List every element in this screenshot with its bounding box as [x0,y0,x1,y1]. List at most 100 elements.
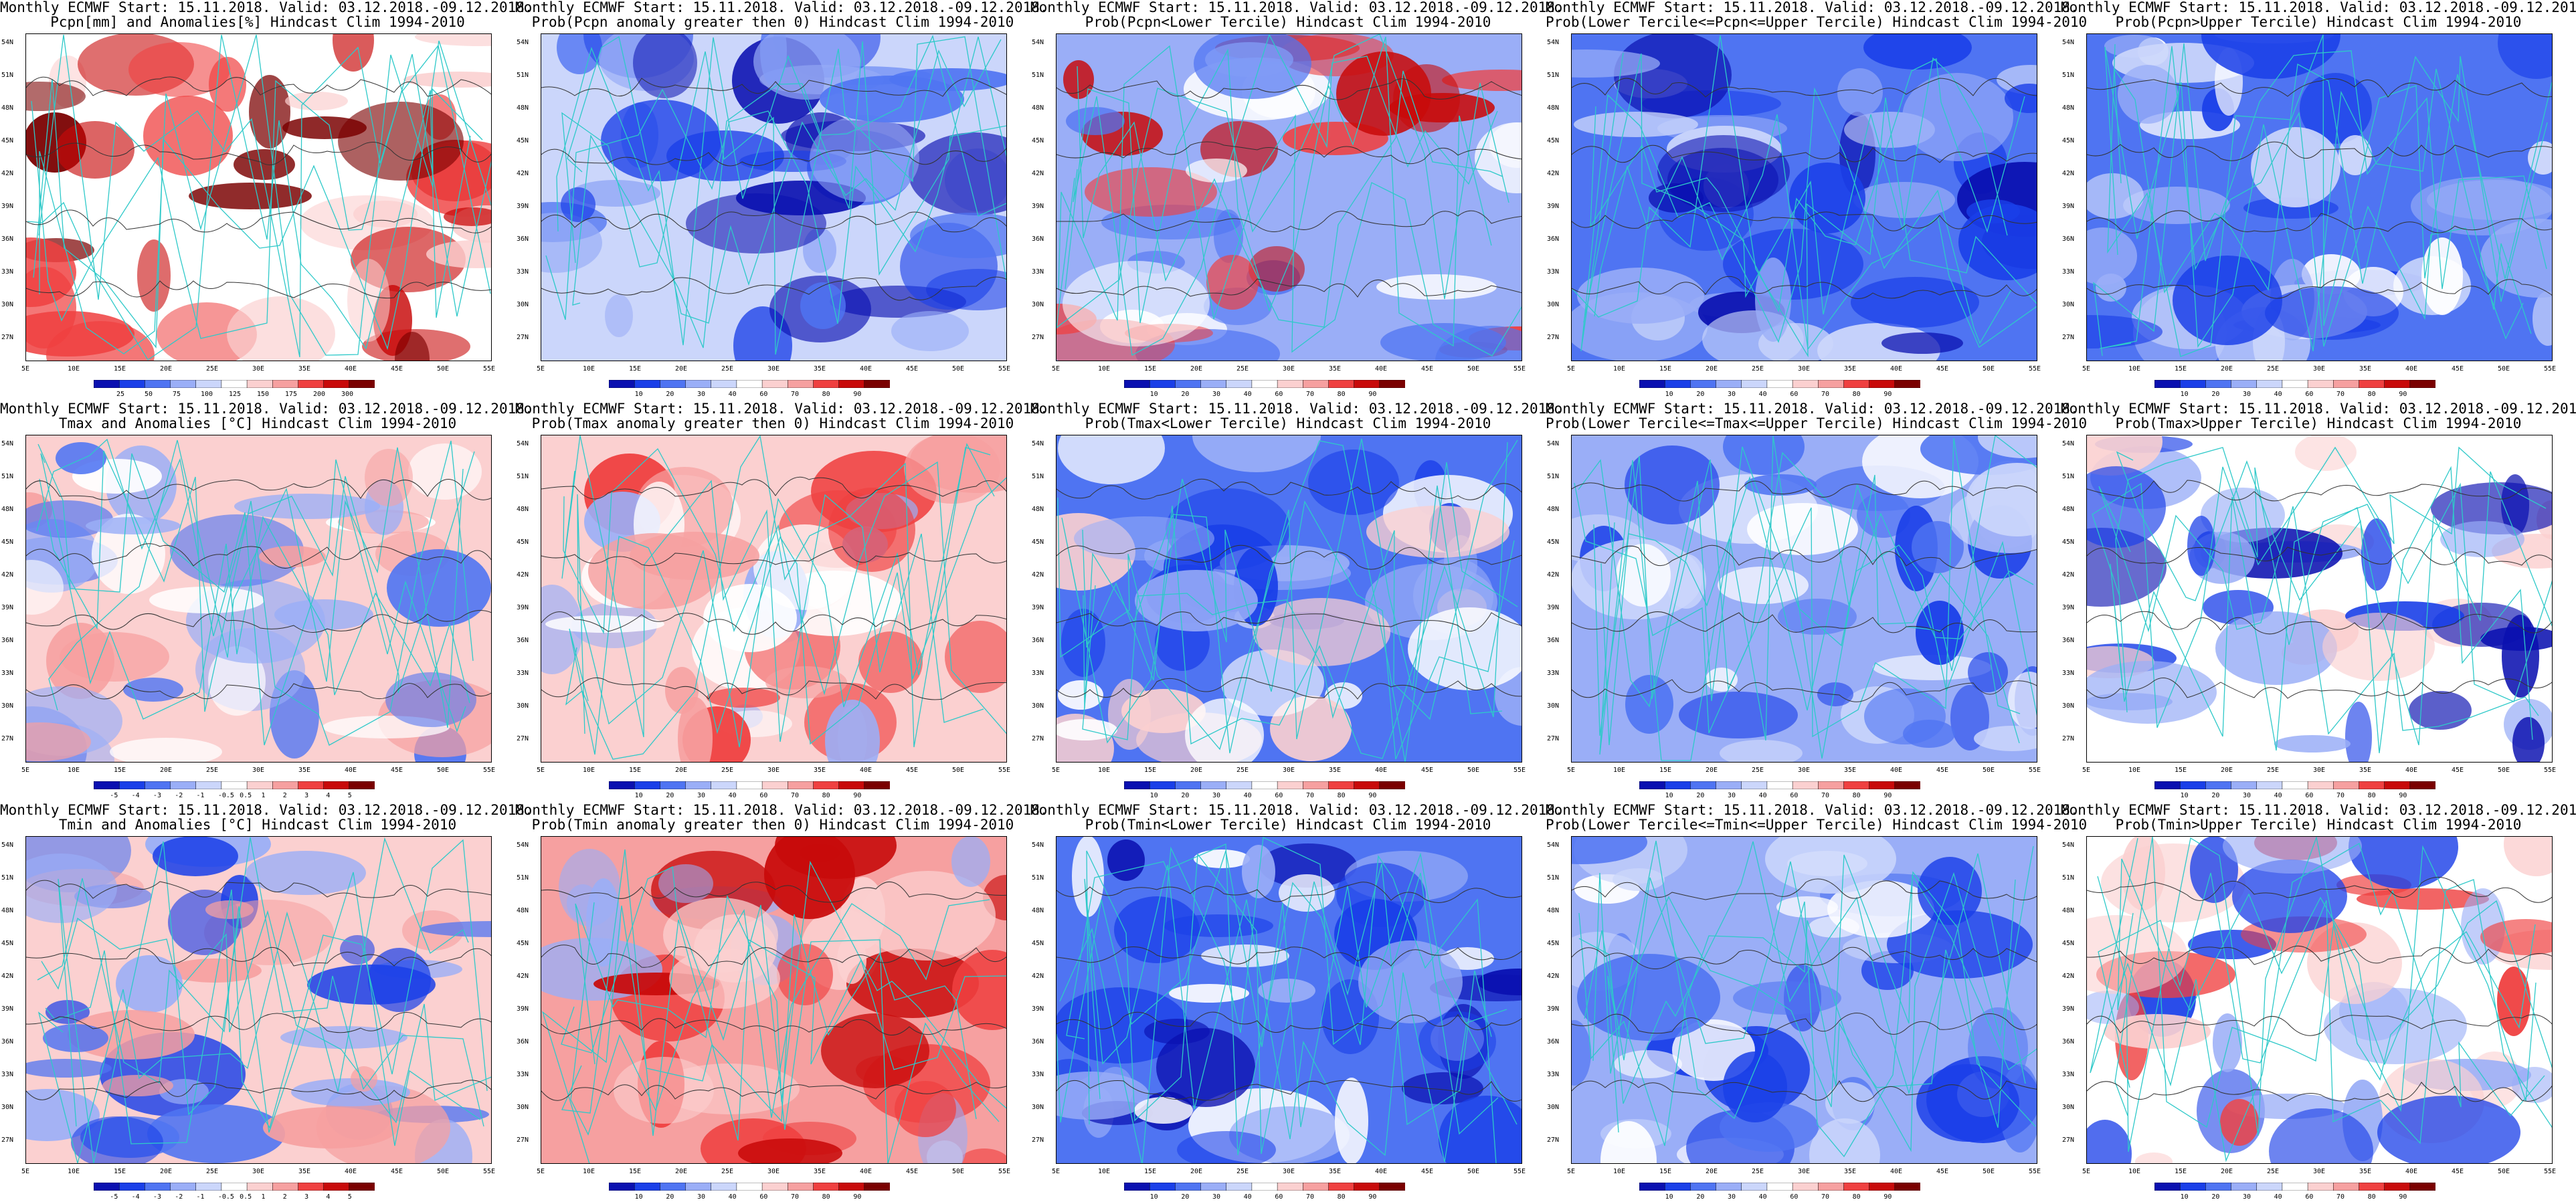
panel-title-line1: Monthly ECMWF Start: 15.11.2018. Valid: … [1030,0,1564,15]
colorbar-label: 30 [697,792,706,799]
colorbar-label: -0.5 [217,1193,234,1201]
contour-line [2087,78,2552,98]
field-patch [2251,127,2340,207]
colorbar-label: 70 [1306,391,1315,398]
contour-line [1056,611,1522,632]
lon-tick-label: 10E [583,1168,595,1175]
colorbar-label: 80 [822,1193,830,1201]
colorbar-swatch [2282,380,2308,388]
field-patch [1376,274,1497,300]
colorbar-label: 90 [2399,1193,2407,1201]
lat-tick-label: 27N [1032,1136,1044,1144]
colorbar-label: 3 [304,792,309,799]
colorbar-label: -3 [153,1193,161,1201]
field-patch [246,851,366,895]
lon-tick-label: 20E [2221,365,2233,373]
lat-tick-label: 51N [1032,473,1044,480]
lon-tick-label: 45E [391,767,403,774]
colorbar-swatch [1766,1183,1793,1191]
field-patch [1402,1072,1483,1104]
colorbar-swatch [660,380,686,388]
forecast-map [25,33,492,361]
field-patch [1851,277,1979,328]
field-patch [2349,837,2458,889]
lat-tick-label: 36N [517,235,529,243]
colorbar-swatch [195,1183,222,1191]
colorbar-swatch [1149,1183,1176,1191]
lon-tick-label: 45E [1421,365,1434,373]
colorbar [2154,781,2435,789]
lat-tick-label: 54N [1547,440,1560,447]
lon-tick-label: 5E [1052,365,1061,373]
coastline [1599,435,2037,761]
coastline [41,910,491,1124]
field-patch [1194,34,1311,99]
lon-tick-label: 45E [906,365,919,373]
coastline [2097,837,2552,1152]
coastline [1594,114,2037,350]
panel-title-line2: Tmin and Anomalies [°C] Hindcast Clim 19… [58,817,457,833]
lat-tick-label: 39N [1032,604,1044,611]
contour-line [2087,210,2552,233]
coastline [2090,837,2545,1163]
colorbar-swatch [736,1183,763,1191]
colorbar-label: 20 [1696,792,1705,799]
coastline [2098,486,2539,735]
lat-tick-label: 36N [1032,1038,1044,1045]
colorbar-swatch [2409,781,2435,789]
panel-title-line1: Monthly ECMWF Start: 15.11.2018. Valid: … [0,401,533,417]
lon-tick-label: 15E [1659,1168,1672,1175]
lon-tick-label: 45E [906,1168,919,1175]
coastline [563,447,1006,734]
lon-tick-label: 10E [1613,365,1626,373]
colorbar-swatch [1277,781,1304,789]
lat-tick-label: 45N [1,538,14,546]
colorbar-label: -4 [131,1193,140,1201]
colorbar-swatch [2205,1183,2232,1191]
field-patch [1144,1019,1210,1044]
forecast-map [2086,836,2553,1164]
lon-tick-label: 35E [2359,1168,2372,1175]
field-patch [1169,984,1249,1003]
coastline [39,34,483,356]
field-patch [909,132,1006,215]
colorbar-label: 70 [1821,391,1830,398]
colorbar-swatch [685,781,712,789]
contour-line [541,677,1006,700]
colorbar-label: 70 [791,792,800,799]
field-patch [2480,219,2552,298]
field-patch [895,1081,956,1137]
coastline [1578,841,2026,1104]
colorbar-swatch [1639,781,1665,789]
lat-tick-label: 45N [1032,538,1044,546]
colorbar-swatch [1328,781,1355,789]
coastline [40,453,470,720]
lon-tick-label: 25E [1236,767,1249,774]
colorbar-label: 2 [282,792,287,799]
colorbar-label: 20 [1181,792,1190,799]
map-field [2087,34,2552,361]
field-patch [1185,698,1264,762]
lat-tick-label: 48N [2062,104,2075,112]
colorbar-swatch [711,1183,737,1191]
lat-tick-label: 51N [1,72,14,79]
panel-title-line2: Prob(Tmin>Upper Tercile) Hindcast Clim 1… [2115,817,2522,833]
field-patch [1058,680,1103,710]
colorbar-swatch [1843,781,1870,789]
contour-line [26,1012,491,1033]
coastline [545,36,1006,324]
field-patch [1156,1028,1255,1107]
lon-tick-label: 5E [2082,1168,2091,1175]
lat-tick-label: 39N [517,1005,529,1013]
panel-title-line2: Prob(Pcpn<Lower Tercile) Hindcast Clim 1… [1085,14,1491,30]
colorbar-swatch [1354,1183,1380,1191]
colorbar-swatch [2205,781,2232,789]
colorbar-swatch [298,1183,325,1191]
lat-tick-label: 45N [1,940,14,947]
colorbar-swatch [1818,1183,1845,1191]
colorbar-swatch [1379,1183,1405,1191]
colorbar-swatch [1226,781,1253,789]
field-patch [1308,449,1399,515]
lat-tick-label: 30N [517,702,529,710]
field-patch [26,722,91,761]
